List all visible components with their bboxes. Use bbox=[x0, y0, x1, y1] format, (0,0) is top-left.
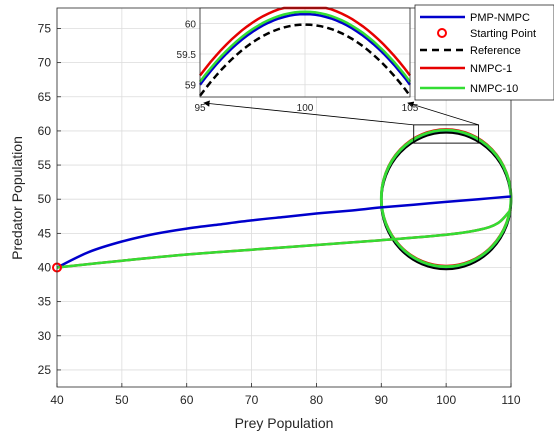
y-tick-label: 40 bbox=[38, 260, 52, 274]
y-tick-label: 65 bbox=[38, 90, 52, 104]
inset-y-tick-label: 60 bbox=[185, 19, 197, 30]
zoom-indicator bbox=[203, 100, 480, 144]
x-tick-label: 70 bbox=[245, 393, 259, 407]
x-axis-label: Prey Population bbox=[235, 415, 334, 431]
nmpc-10-trajectory bbox=[56, 208, 512, 269]
legend-label-pmp-nmpc: PMP-NMPC bbox=[470, 12, 530, 24]
inset-axes: 95 100 105 59 59.5 60 bbox=[177, 6, 419, 114]
y-tick-label: 30 bbox=[38, 329, 52, 343]
inset-pmp-nmpc-arc bbox=[199, 12, 411, 86]
x-tick-label: 40 bbox=[50, 393, 64, 407]
inset-y-tick-label: 59.5 bbox=[177, 50, 197, 61]
inset-x-tick-label: 100 bbox=[297, 103, 314, 114]
zoom-box bbox=[413, 124, 480, 144]
legend: PMP-NMPC Starting Point Reference NMPC-1… bbox=[414, 4, 554, 101]
y-tick-label: 35 bbox=[38, 295, 52, 309]
legend-label-nmpc-10: NMPC-10 bbox=[470, 83, 518, 95]
y-tick-label: 60 bbox=[38, 124, 52, 138]
legend-label-reference: Reference bbox=[470, 45, 521, 57]
legend-item-nmpc-1: NMPC-1 bbox=[420, 63, 512, 75]
y-tick-label: 25 bbox=[38, 363, 52, 377]
legend-box bbox=[414, 4, 554, 101]
zoom-connector-left bbox=[203, 100, 414, 126]
x-tick-label: 90 bbox=[375, 393, 389, 407]
legend-label-nmpc-1: NMPC-1 bbox=[470, 63, 512, 75]
y-tick-label: 55 bbox=[38, 158, 52, 172]
inset-x-tick-label: 105 bbox=[402, 103, 419, 114]
x-tick-label: 110 bbox=[501, 393, 520, 407]
y-tick-label: 50 bbox=[38, 192, 52, 206]
x-tick-label: 60 bbox=[180, 393, 194, 407]
legend-marker-starting-point bbox=[437, 28, 447, 38]
inset-nmpc-10-arc bbox=[199, 10, 411, 83]
y-tick-label: 70 bbox=[38, 56, 52, 70]
legend-item-starting-point: Starting Point bbox=[437, 28, 536, 40]
pmp-nmpc-trajectory bbox=[56, 195, 512, 269]
y-axis-label: Predator Population bbox=[9, 136, 25, 260]
x-tick-label: 80 bbox=[310, 393, 324, 407]
legend-label-starting-point: Starting Point bbox=[470, 28, 536, 40]
inset-y-tick-label: 59 bbox=[185, 81, 197, 92]
zoom-connector-right bbox=[407, 101, 479, 126]
x-tick-label: 100 bbox=[436, 393, 456, 407]
x-tick-label: 50 bbox=[115, 393, 129, 407]
legend-item-reference: Reference bbox=[420, 45, 521, 57]
legend-item-pmp-nmpc: PMP-NMPC bbox=[420, 12, 530, 24]
legend-item-nmpc-10: NMPC-10 bbox=[420, 83, 518, 95]
inset-axes-box bbox=[199, 7, 411, 98]
y-tick-label: 45 bbox=[38, 226, 52, 240]
inset-x-tick-label: 95 bbox=[194, 103, 206, 114]
inset-reference-arc bbox=[199, 23, 412, 97]
y-tick-label: 75 bbox=[38, 21, 52, 35]
